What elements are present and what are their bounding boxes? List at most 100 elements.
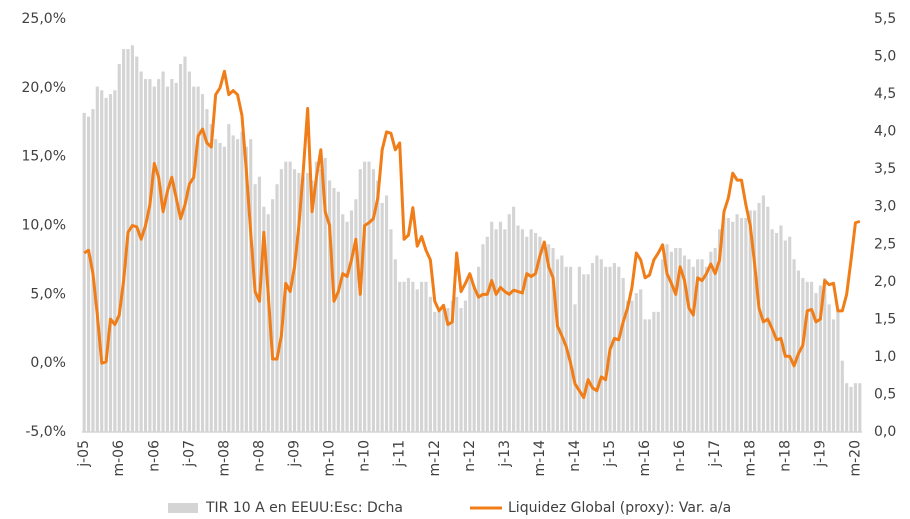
bar (696, 259, 700, 432)
bar (341, 214, 345, 432)
bar (634, 293, 638, 432)
bar (520, 229, 524, 432)
bar (595, 255, 599, 432)
legend-swatch (168, 503, 198, 513)
bar (367, 161, 371, 432)
y2-tick-label: 5,0 (874, 49, 896, 65)
bar (152, 86, 156, 432)
bar (301, 176, 305, 432)
bar (801, 278, 805, 432)
x-tick-label: j-09 (287, 440, 303, 468)
y2-tick-label: 0,0 (874, 424, 896, 440)
bar (625, 300, 630, 432)
bar (783, 240, 787, 432)
bar (831, 319, 836, 432)
bar (389, 229, 393, 432)
x-tick-label: m-18 (742, 440, 758, 477)
x-tick-label: m-12 (427, 440, 443, 477)
bar (516, 225, 520, 432)
bar (143, 79, 148, 432)
bar (674, 248, 678, 432)
bar (494, 229, 498, 432)
bar (735, 214, 739, 432)
bar (376, 180, 380, 432)
bar (538, 236, 542, 432)
bar (788, 236, 792, 432)
bar (582, 274, 586, 432)
x-tick-label: j-11 (392, 440, 408, 468)
x-tick-label: n-06 (146, 440, 162, 472)
bar (774, 233, 779, 432)
bar (165, 86, 170, 432)
bar (200, 94, 205, 432)
bar (853, 383, 858, 432)
bar (498, 221, 503, 432)
bar (687, 259, 691, 432)
x-tick-label: n-14 (567, 440, 583, 472)
bar (810, 281, 814, 432)
bar (748, 210, 752, 432)
bar (336, 191, 340, 432)
bar (249, 139, 253, 433)
bar (192, 86, 196, 432)
bar (314, 161, 319, 432)
y-tick-label: 15,0% (22, 149, 66, 165)
bar (271, 199, 275, 432)
bar (170, 79, 174, 432)
bar (805, 281, 809, 432)
bar (490, 221, 494, 432)
bar (503, 229, 507, 432)
x-tick-label: m-06 (111, 440, 127, 477)
bar (547, 244, 551, 432)
bar (823, 278, 827, 432)
bar (358, 169, 362, 432)
bar (849, 386, 853, 432)
y2-tick-label: 4,5 (874, 86, 896, 102)
bar (196, 86, 200, 432)
legend-label: TIR 10 A en EEUU:Esc: Dcha (205, 500, 403, 516)
bar (836, 311, 840, 432)
bar (731, 221, 735, 432)
bar (639, 289, 643, 432)
bar (218, 142, 222, 432)
bar (709, 251, 713, 432)
bar (753, 210, 757, 432)
bar (669, 251, 673, 432)
bar (604, 266, 608, 432)
bar (235, 139, 240, 433)
x-tick-label: m-08 (216, 440, 232, 477)
bar (122, 49, 126, 432)
bar (187, 71, 191, 433)
bar (590, 263, 595, 432)
y-tick-label: 5,0% (30, 286, 66, 302)
bar (481, 244, 485, 432)
bar (108, 94, 113, 432)
bar (840, 360, 844, 432)
y2-tick-label: 0,5 (874, 386, 896, 402)
bar (560, 255, 564, 432)
bar (420, 281, 424, 432)
bar (476, 266, 481, 432)
bar (533, 233, 538, 432)
bar (617, 266, 621, 432)
bar (433, 311, 437, 432)
bar (652, 311, 656, 432)
x-tick-label: n-08 (251, 440, 267, 472)
bar (328, 180, 332, 432)
bar (148, 79, 152, 432)
bar (332, 187, 336, 432)
bar (691, 266, 695, 432)
bar (371, 169, 375, 432)
bar (555, 259, 560, 432)
bar (100, 90, 104, 432)
bar (354, 199, 358, 432)
x-tick-label: n-12 (462, 440, 478, 472)
bar (275, 184, 279, 432)
bar (739, 217, 744, 432)
bar (468, 278, 472, 432)
bar (814, 293, 818, 432)
bar (253, 184, 257, 432)
bar (257, 176, 262, 432)
bar (406, 278, 411, 432)
bar (512, 206, 516, 432)
